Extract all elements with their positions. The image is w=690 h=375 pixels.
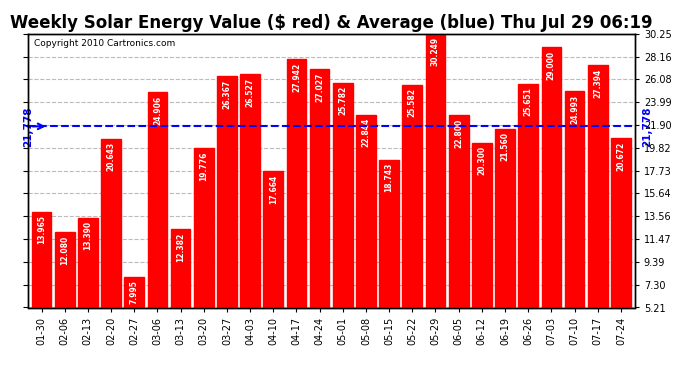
Text: 27.942: 27.942	[292, 62, 301, 92]
Bar	[611, 138, 631, 364]
Text: 27.027: 27.027	[315, 72, 324, 102]
Bar	[170, 229, 190, 364]
Text: 21.560: 21.560	[500, 132, 509, 161]
Bar	[286, 59, 306, 364]
Bar	[124, 277, 144, 364]
Text: 18.743: 18.743	[384, 163, 393, 192]
Text: 25.651: 25.651	[524, 87, 533, 116]
Bar	[78, 218, 98, 364]
Text: 22.800: 22.800	[454, 118, 463, 148]
Text: 7.995: 7.995	[130, 280, 139, 304]
Text: 25.582: 25.582	[408, 88, 417, 117]
Bar	[495, 129, 515, 364]
Text: 26.367: 26.367	[222, 80, 231, 109]
Text: 24.993: 24.993	[570, 94, 579, 124]
Bar	[148, 92, 167, 364]
Bar	[588, 65, 608, 364]
Bar	[564, 91, 584, 364]
Bar	[217, 76, 237, 364]
Text: 20.300: 20.300	[477, 146, 486, 175]
Text: 13.390: 13.390	[83, 221, 92, 251]
Bar	[426, 34, 445, 364]
Text: 21,778: 21,778	[23, 106, 33, 147]
Text: Copyright 2010 Cartronics.com: Copyright 2010 Cartronics.com	[34, 39, 175, 48]
Text: 19.776: 19.776	[199, 152, 208, 181]
Bar	[55, 232, 75, 364]
Bar	[101, 139, 121, 364]
Bar	[448, 115, 469, 364]
Text: 29.000: 29.000	[547, 51, 556, 80]
Text: 21,778: 21,778	[642, 106, 652, 147]
Text: 12.080: 12.080	[60, 236, 69, 265]
Title: Weekly Solar Energy Value ($ red) & Average (blue) Thu Jul 29 06:19: Weekly Solar Energy Value ($ red) & Aver…	[10, 14, 653, 32]
Text: 20.672: 20.672	[616, 142, 625, 171]
Bar	[240, 75, 260, 364]
Text: 24.906: 24.906	[153, 96, 162, 124]
Text: 12.382: 12.382	[176, 232, 185, 262]
Bar	[402, 85, 422, 364]
Text: 27.394: 27.394	[593, 68, 602, 98]
Text: 26.527: 26.527	[246, 78, 255, 107]
Text: 30.249: 30.249	[431, 37, 440, 66]
Text: 20.643: 20.643	[106, 142, 115, 171]
Bar	[518, 84, 538, 364]
Bar	[264, 171, 283, 364]
Bar	[32, 212, 51, 364]
Bar	[380, 159, 399, 364]
Bar	[542, 47, 561, 364]
Text: 25.782: 25.782	[338, 86, 347, 115]
Bar	[356, 115, 376, 364]
Bar	[310, 69, 329, 364]
Text: 17.664: 17.664	[269, 175, 278, 204]
Bar	[333, 82, 353, 364]
Text: 13.965: 13.965	[37, 215, 46, 244]
Bar	[194, 148, 214, 364]
Bar	[472, 142, 492, 364]
Text: 22.844: 22.844	[362, 118, 371, 147]
